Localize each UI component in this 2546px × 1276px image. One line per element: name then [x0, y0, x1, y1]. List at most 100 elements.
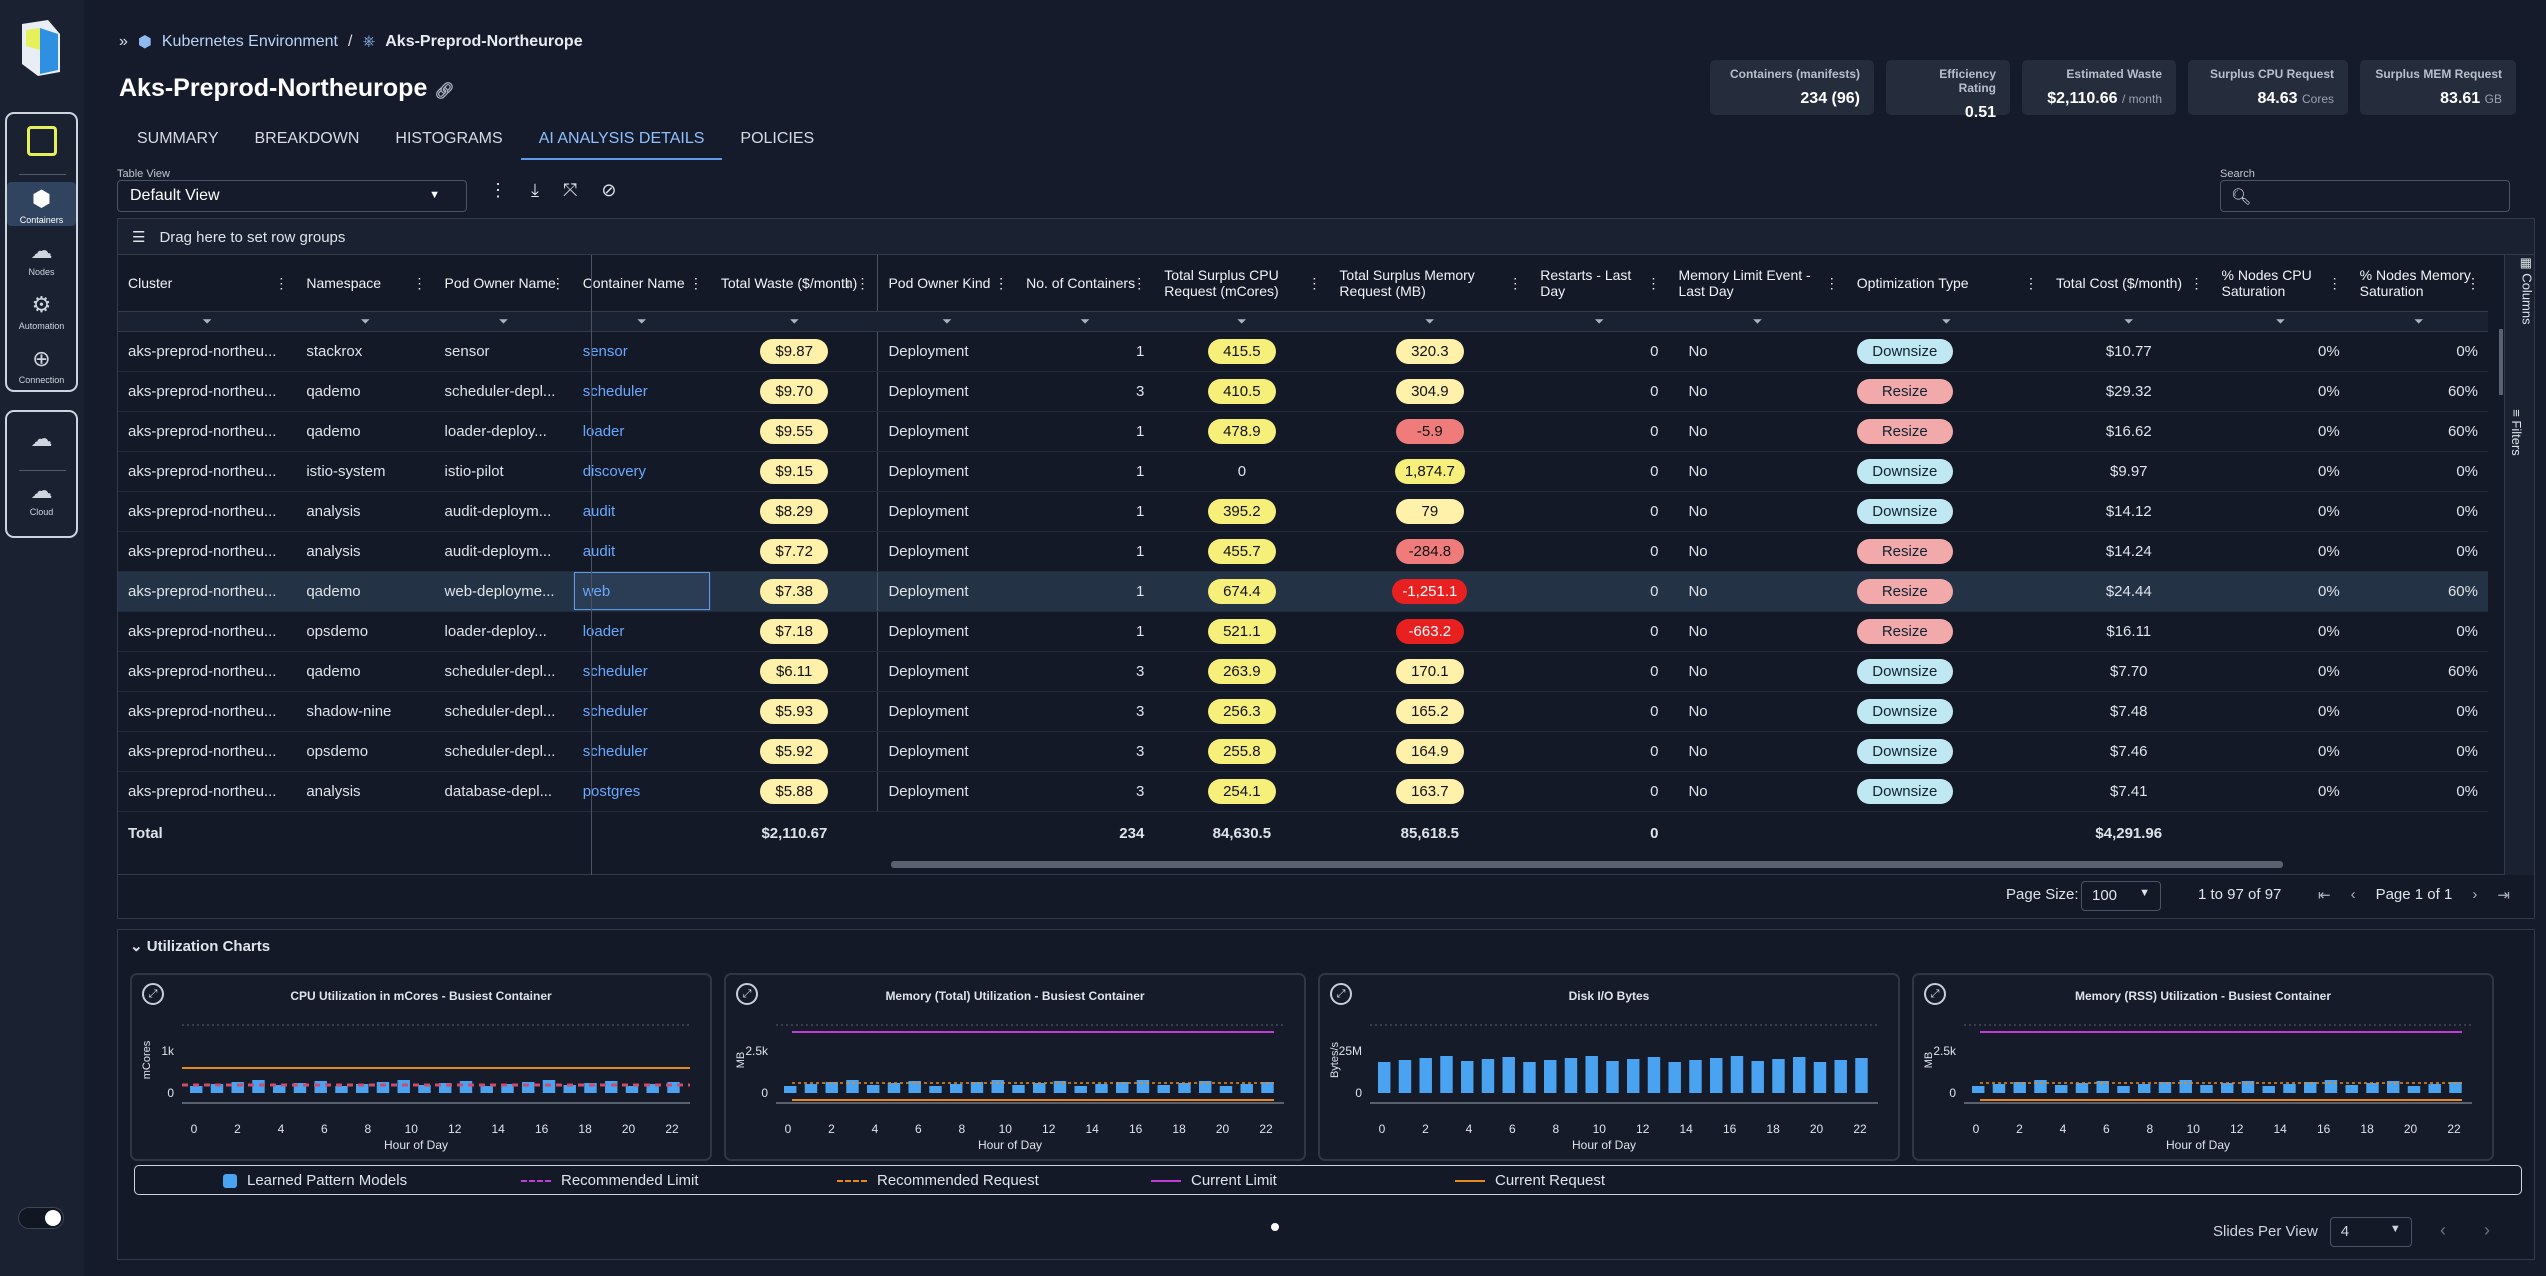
table-cell[interactable]: scheduler	[572, 371, 711, 412]
table-cell[interactable]: audit	[572, 531, 711, 572]
legend-learned[interactable]: Learned Pattern Models	[223, 1172, 407, 1189]
table-row[interactable]: aks-preprod-northeu... opsdemo scheduler-d…	[118, 731, 2488, 772]
column-menu-icon[interactable]: ⋮	[274, 275, 289, 291]
tab-histograms[interactable]: HISTOGRAMS	[395, 130, 503, 147]
table-row[interactable]: aks-preprod-northeu... analysis audit-depl…	[118, 491, 2488, 532]
carousel-dot[interactable]	[1271, 1223, 1279, 1231]
carousel-next-icon[interactable]: ›	[2484, 1220, 2490, 1240]
theme-toggle[interactable]	[18, 1207, 64, 1229]
table-row[interactable]: aks-preprod-northeu... analysis audit-depl…	[118, 531, 2488, 572]
table-row[interactable]: aks-preprod-northeu... opsdemo loader-depl…	[118, 611, 2488, 652]
column-menu-icon[interactable]: ⋮	[2327, 275, 2342, 291]
rail-nodes[interactable]: ☁ Nodes	[7, 238, 76, 277]
table-cell[interactable]: discovery	[572, 451, 711, 492]
column-header[interactable]: Pod Owner Kind ⋮	[877, 255, 1017, 312]
columns-panel-toggle[interactable]: ▦ Columns	[2519, 257, 2535, 325]
tab-ai-analysis-details[interactable]: AI ANALYSIS DETAILS	[520, 128, 723, 160]
table-row[interactable]: aks-preprod-northeu... stackrox sensor sens…	[118, 331, 2488, 372]
column-header[interactable]: % Nodes Memory Saturation ⋮	[2349, 255, 2488, 312]
tab-breakdown[interactable]: BREAKDOWN	[254, 130, 360, 147]
column-header[interactable]: Optimization Type ⋮	[1846, 255, 2047, 312]
column-filter[interactable]: ⏷	[877, 311, 1017, 332]
table-row[interactable]: aks-preprod-northeu... qademo web-deployme…	[118, 571, 2488, 612]
column-filter[interactable]: ⏷	[118, 311, 297, 332]
rail-cloud[interactable]: ☁ Cloud	[7, 478, 76, 517]
search-input[interactable]: 🔍︎	[2220, 180, 2510, 212]
column-menu-icon[interactable]: ⋮	[994, 275, 1009, 291]
rail-connection[interactable]: ⊕ Connection	[7, 346, 76, 385]
column-filter[interactable]: ⏷	[1016, 311, 1155, 332]
app-logo[interactable]	[18, 20, 64, 76]
table-row[interactable]: aks-preprod-northeu... analysis database-d…	[118, 771, 2488, 812]
column-filter[interactable]: ⏷	[1154, 311, 1330, 332]
column-filter[interactable]: ⏷	[1846, 311, 2047, 332]
table-row[interactable]: aks-preprod-northeu... qademo scheduler-de…	[118, 651, 2488, 692]
rail-cloud-connect[interactable]: ☁	[7, 426, 76, 455]
expand-chart-icon[interactable]: ⤢	[142, 983, 164, 1005]
column-header[interactable]: Total Cost ($/month) ⋮	[2046, 255, 2212, 312]
expand-chart-icon[interactable]: ⤢	[1924, 983, 1946, 1005]
column-filter[interactable]: ⏷	[710, 311, 878, 332]
column-header[interactable]: Cluster ⋮	[118, 255, 297, 312]
table-cell[interactable]: loader	[572, 611, 711, 652]
collapse-icon[interactable]: ⤧	[562, 180, 578, 200]
expand-chart-icon[interactable]: ⤢	[1330, 983, 1352, 1005]
table-cell[interactable]: scheduler	[572, 731, 711, 772]
table-cell[interactable]: loader	[572, 411, 711, 452]
column-header[interactable]: Total Surplus Memory Request (MB) ⋮	[1329, 255, 1531, 312]
table-row[interactable]: aks-preprod-northeu... qademo loader-deplo…	[118, 411, 2488, 452]
legend-rec-limit[interactable]: Recommended Limit	[521, 1172, 699, 1189]
column-menu-icon[interactable]: ⋮	[550, 275, 565, 291]
column-menu-icon[interactable]: ⋮	[2189, 275, 2204, 291]
tab-policies[interactable]: POLICIES	[740, 130, 815, 147]
filters-panel-toggle[interactable]: ≡ Filters	[2508, 409, 2524, 456]
column-header[interactable]: % Nodes CPU Saturation ⋮	[2211, 255, 2350, 312]
table-row[interactable]: aks-preprod-northeu... qademo scheduler-de…	[118, 371, 2488, 412]
legend-cur-request[interactable]: Current Request	[1455, 1172, 1605, 1189]
horizontal-scrollbar[interactable]	[891, 861, 2283, 868]
column-filter[interactable]: ⏷	[434, 311, 573, 332]
table-row[interactable]: aks-preprod-northeu... istio-system istio-…	[118, 451, 2488, 492]
column-menu-icon[interactable]: ⋮	[1307, 275, 1322, 291]
utilization-header[interactable]: ⌄ Utilization Charts	[130, 938, 271, 955]
column-header[interactable]: Memory Limit Event - Last Day ⋮	[1668, 255, 1847, 312]
home-icon[interactable]	[27, 126, 57, 156]
table-cell[interactable]: sensor	[572, 331, 711, 372]
page-size-select[interactable]: 100 ▼	[2081, 881, 2161, 911]
column-menu-icon[interactable]: ⋮	[1508, 275, 1523, 291]
rail-automation[interactable]: ⚙ Automation	[7, 292, 76, 331]
expand-chart-icon[interactable]: ⤢	[736, 983, 758, 1005]
next-page-icon[interactable]: ›	[2472, 886, 2478, 903]
column-menu-icon[interactable]: ⋮	[1132, 275, 1147, 291]
tab-summary[interactable]: SUMMARY	[137, 130, 219, 147]
column-header[interactable]: Namespace ⋮	[296, 255, 435, 312]
column-menu-icon[interactable]: ⋮	[1824, 275, 1839, 291]
column-header[interactable]: Restarts - Last Day ⋮	[1530, 255, 1669, 312]
download-icon[interactable]: ⤓	[531, 180, 539, 200]
row-group-panel[interactable]: ☰ Drag here to set row groups	[118, 219, 2534, 255]
link-icon[interactable]: 🔗︎	[434, 83, 455, 100]
column-filter[interactable]: ⏷	[1530, 311, 1669, 332]
table-cell[interactable]: scheduler	[572, 651, 711, 692]
column-menu-icon[interactable]: ⋮	[412, 275, 427, 291]
sort-desc-icon[interactable]: ↓ ⋮	[844, 275, 870, 291]
table-cell[interactable]: web	[572, 571, 711, 612]
column-header[interactable]: Pod Owner Name ⋮	[434, 255, 573, 312]
legend-cur-limit[interactable]: Current Limit	[1151, 1172, 1277, 1189]
table-cell[interactable]: audit	[572, 491, 711, 532]
column-filter[interactable]: ⏷	[572, 311, 711, 332]
column-menu-icon[interactable]: ⋮	[1646, 275, 1661, 291]
slides-per-view-select[interactable]: 4 ▼	[2329, 1217, 2412, 1247]
last-page-icon[interactable]: ⇥	[2497, 887, 2510, 904]
more-vertical-icon[interactable]: ⋮	[489, 180, 507, 200]
legend-rec-request[interactable]: Recommended Request	[837, 1172, 1039, 1189]
column-header[interactable]: Total Surplus CPU Request (mCores) ⋮	[1154, 255, 1330, 312]
rail-containers[interactable]: ⬢ Containers	[7, 182, 76, 226]
column-menu-icon[interactable]: ⋮	[2466, 275, 2480, 291]
column-filter[interactable]: ⏷	[1668, 311, 1847, 332]
breadcrumb-parent[interactable]: Kubernetes Environment	[161, 33, 338, 50]
column-filter[interactable]: ⏷	[1329, 311, 1531, 332]
table-view-dropdown[interactable]: Default View ▼	[117, 180, 467, 212]
column-header[interactable]: No. of Containers ⋮	[1016, 255, 1155, 312]
table-cell[interactable]: postgres	[572, 771, 711, 812]
